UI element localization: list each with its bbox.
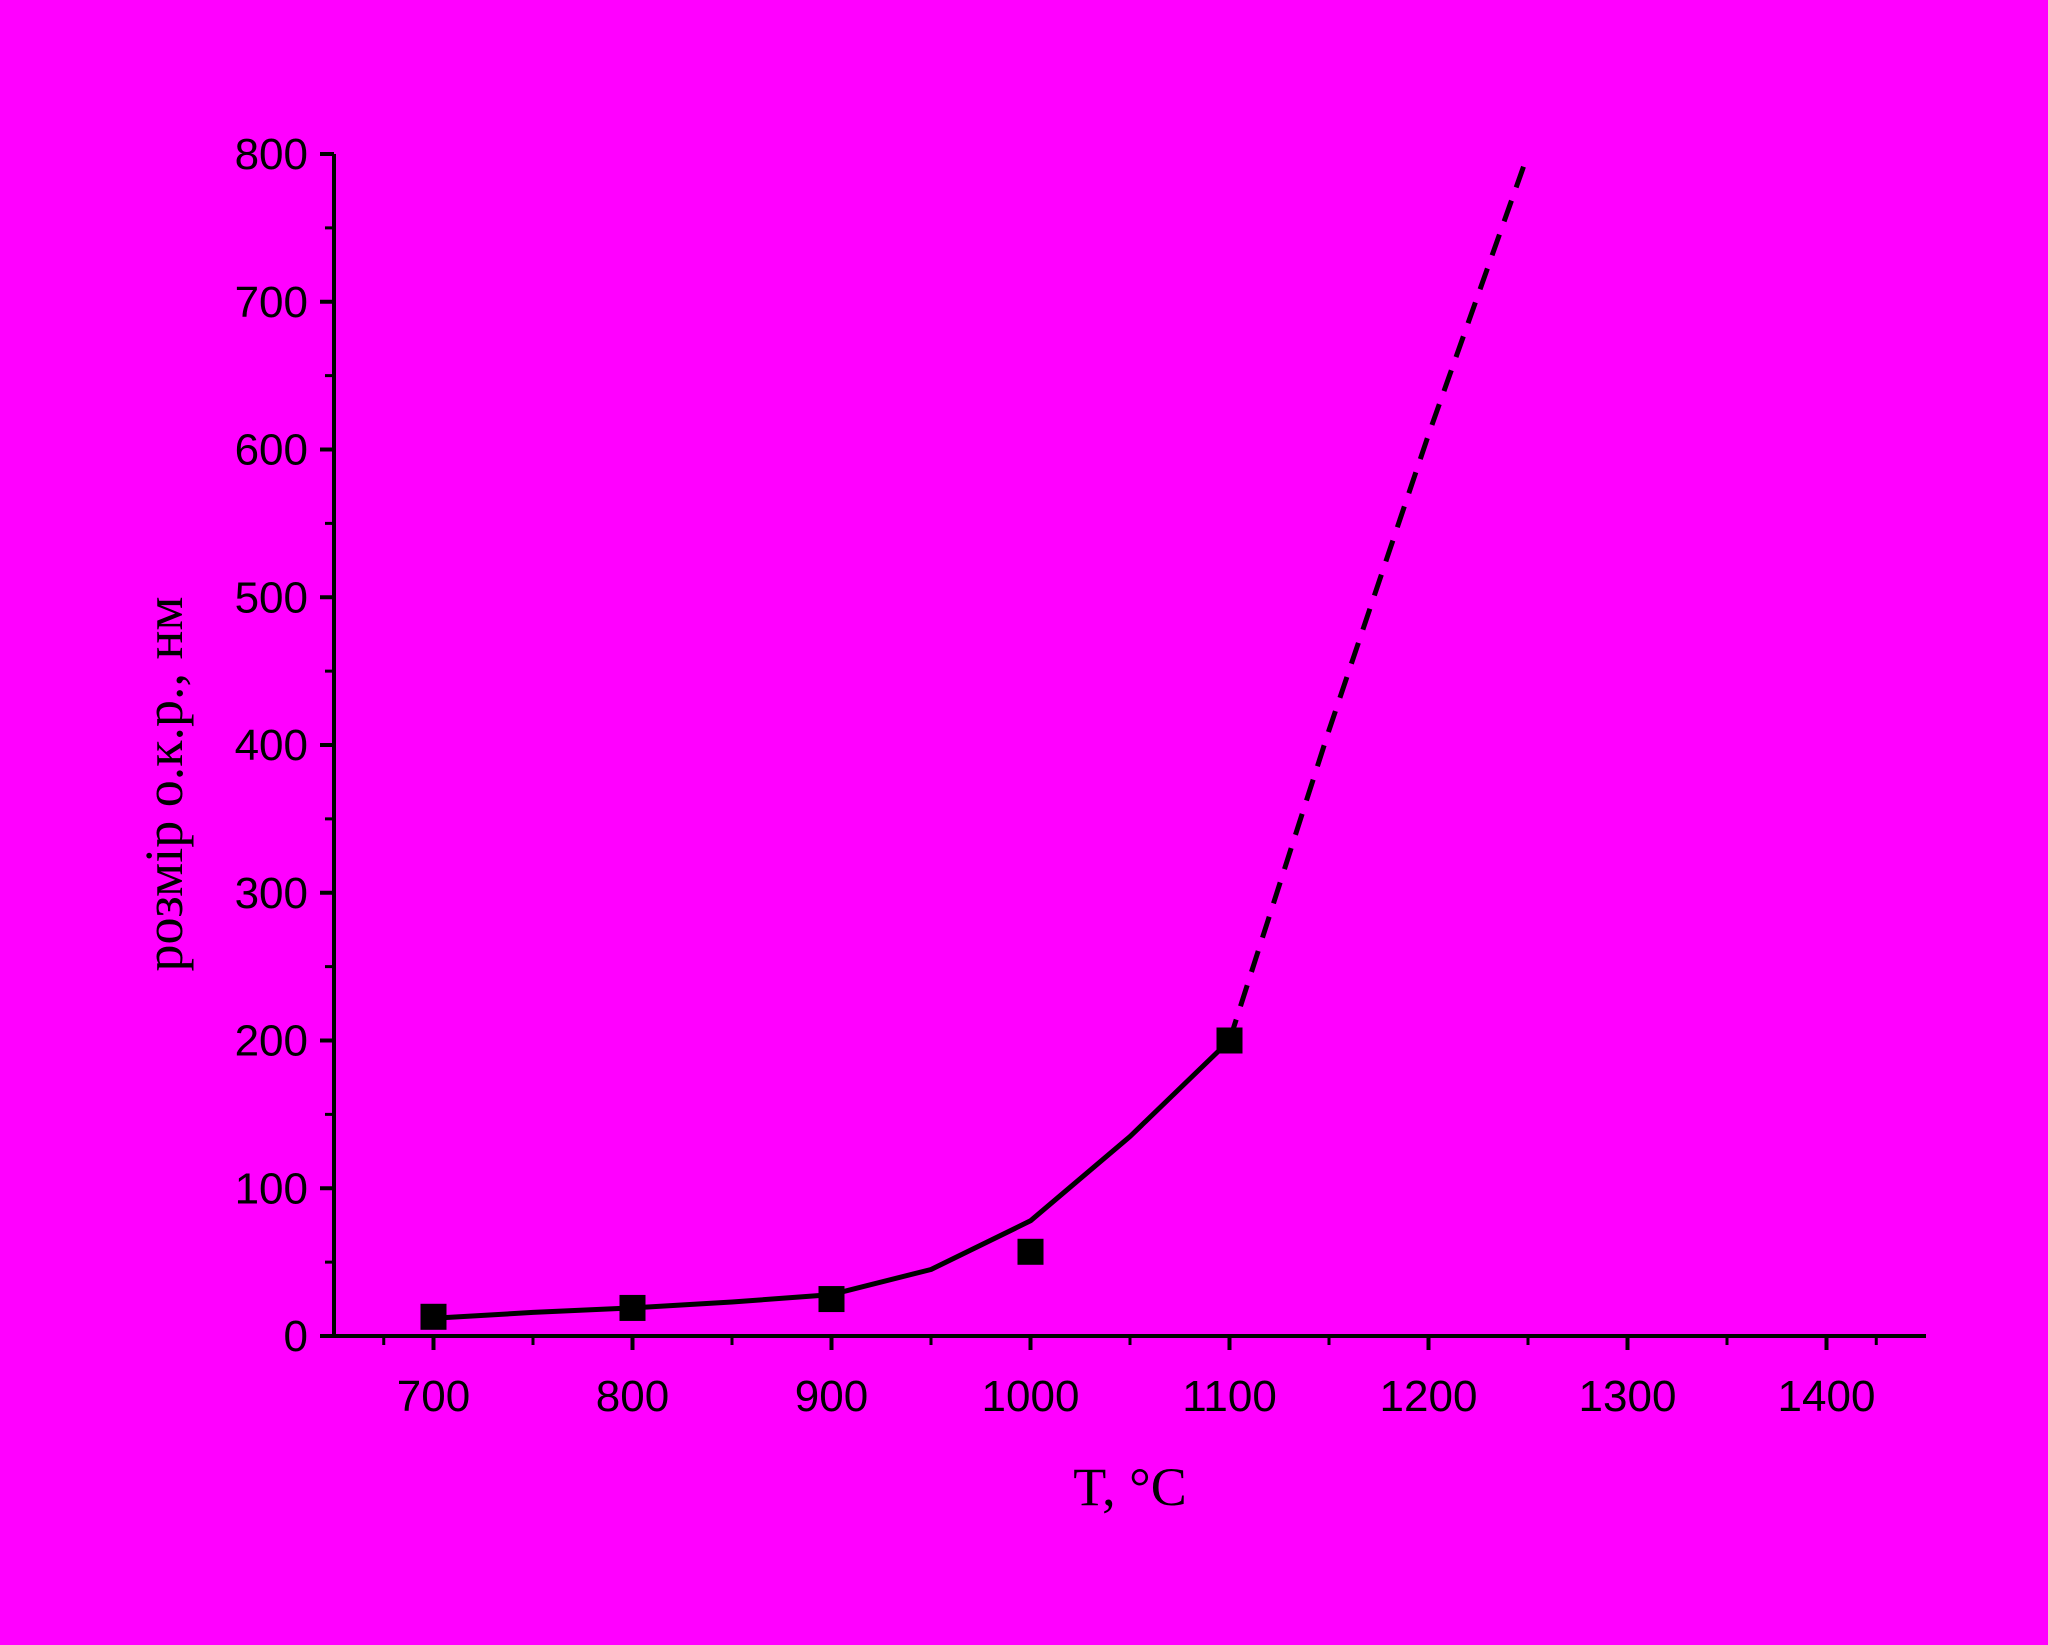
y-tick-label: 100 [235,1164,308,1213]
y-tick-label: 700 [235,278,308,327]
x-tick-label: 800 [596,1372,669,1421]
x-tick-label: 1000 [982,1372,1080,1421]
data-point [818,1286,845,1313]
y-tick-label: 600 [235,426,308,475]
x-tick-label: 1100 [1182,1372,1277,1421]
x-tick-label: 900 [795,1372,868,1421]
x-tick-label: 1300 [1579,1372,1677,1421]
y-tick-label: 0 [284,1312,308,1361]
data-point [1017,1238,1044,1265]
x-tick-label: 1400 [1778,1372,1876,1421]
y-tick-label: 400 [235,721,308,770]
y-tick-label: 200 [235,1017,308,1066]
x-axis-title: T, °C [1073,1457,1187,1517]
y-axis-title: розмір о.к.р., нм [134,596,194,971]
y-tick-label: 800 [235,130,308,179]
y-tick-label: 300 [235,869,308,918]
x-tick-label: 700 [397,1372,470,1421]
data-point [1216,1027,1243,1054]
y-tick-label: 500 [235,573,308,622]
data-point [420,1303,447,1330]
x-tick-label: 1200 [1380,1372,1478,1421]
data-point [619,1294,646,1321]
extrapolation-line [1227,153,1531,1042]
